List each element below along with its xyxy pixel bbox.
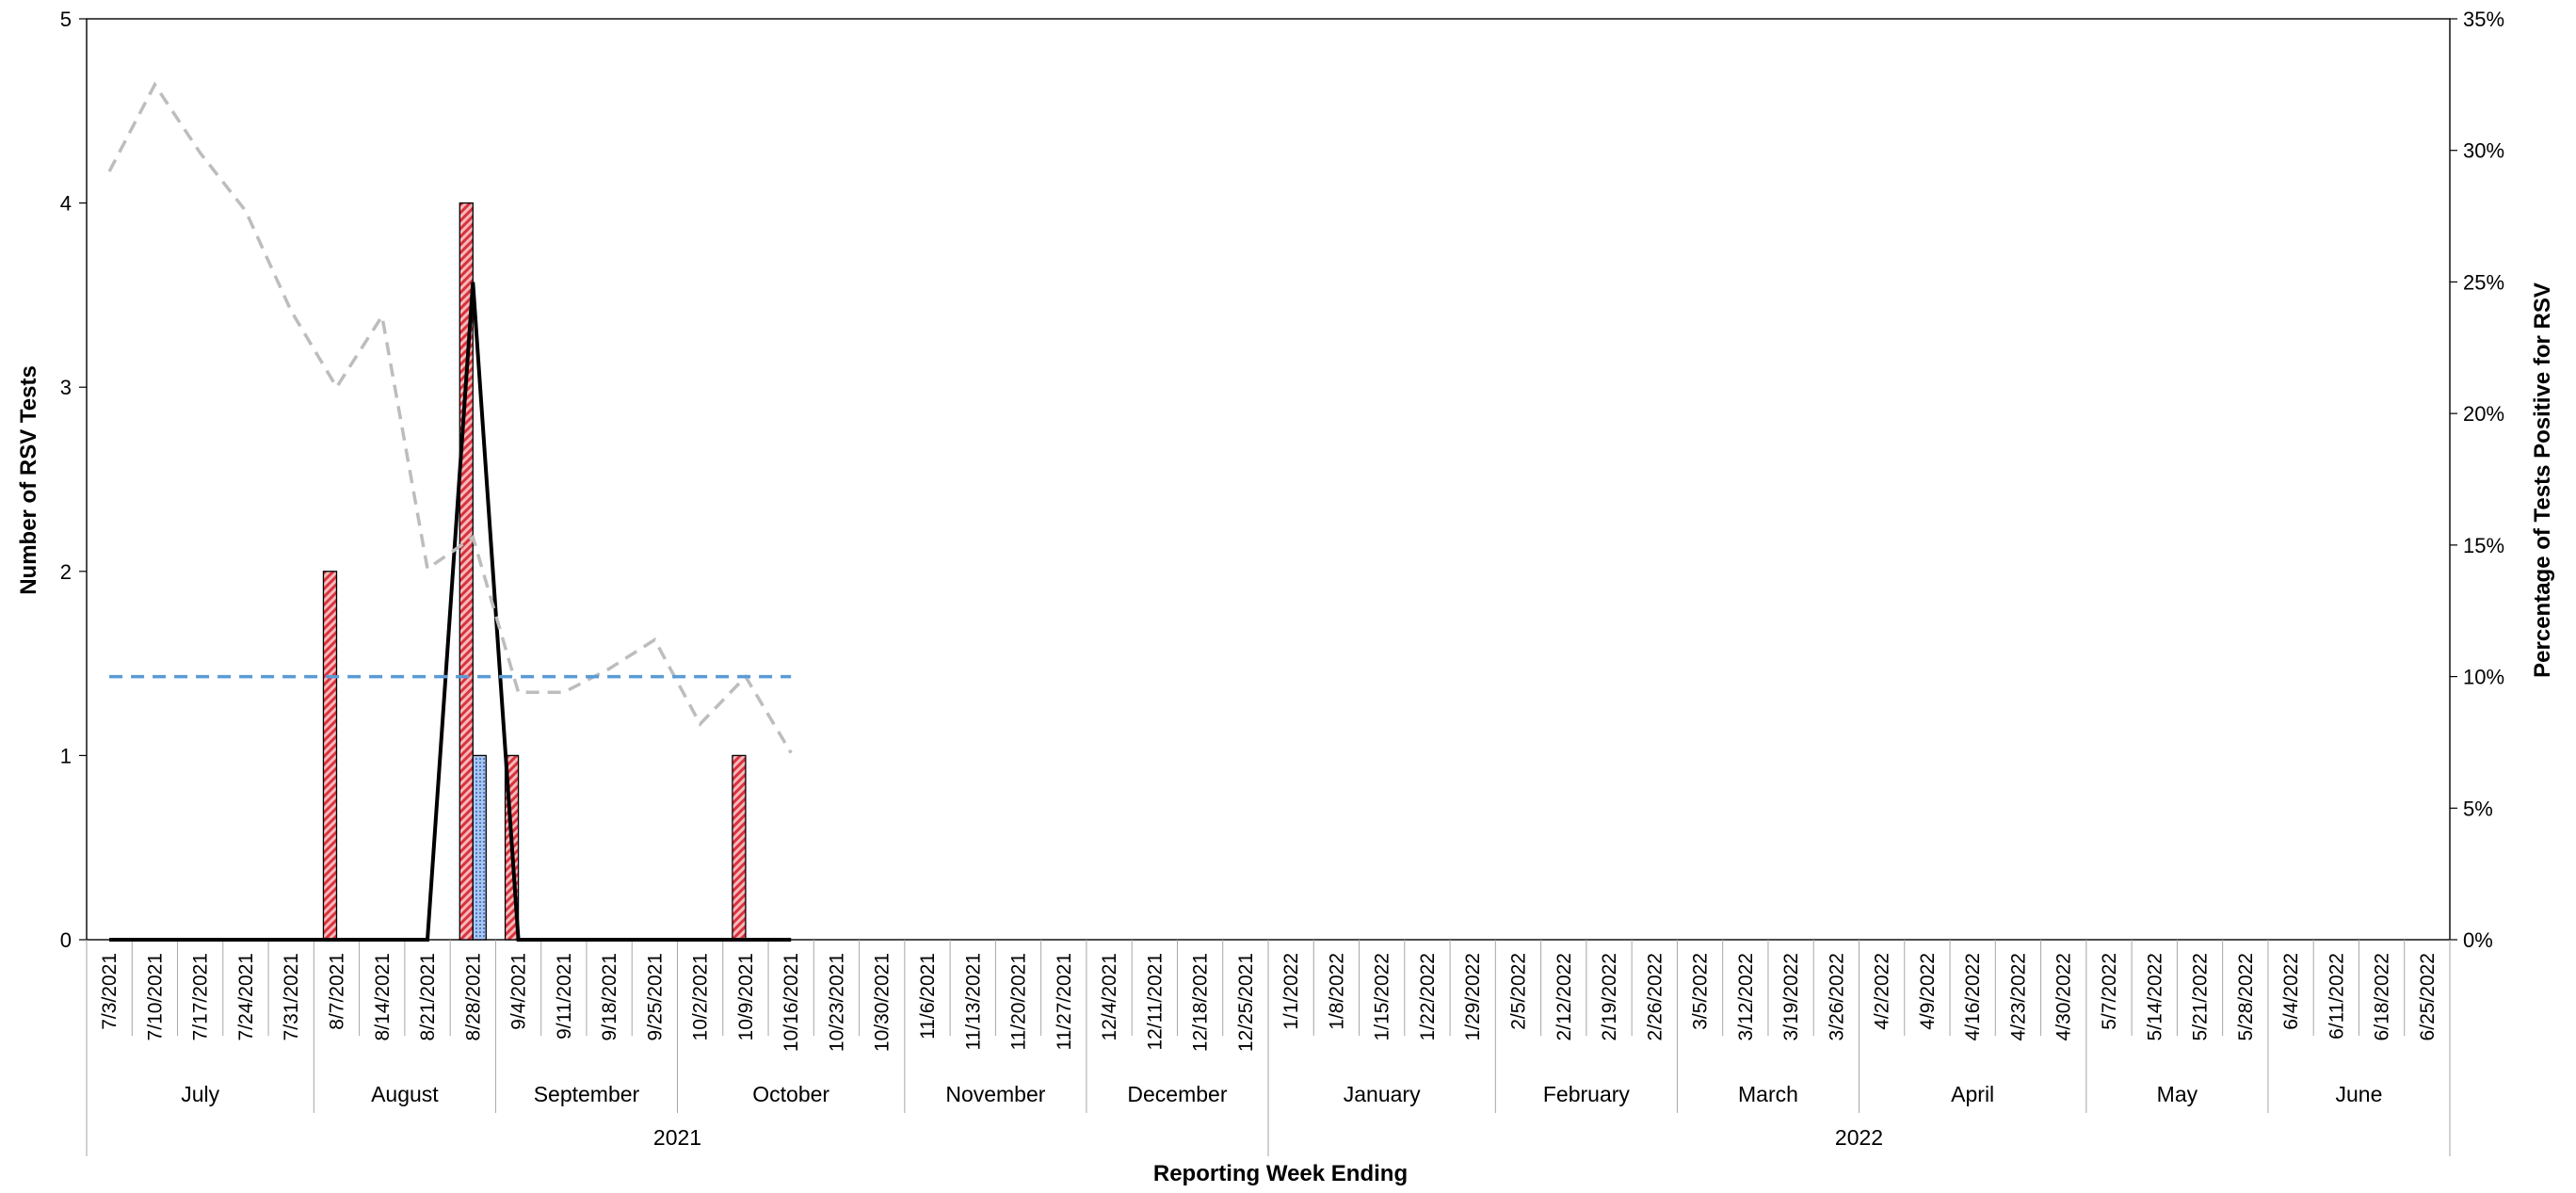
y2-tick-label: 25% [2463,270,2504,294]
x-tick-label: 5/7/2022 [2099,953,2120,1030]
x-tick-label: 11/27/2021 [1054,953,1075,1051]
plot-area-border [86,18,2451,941]
month-label: December [1127,1082,1227,1106]
y-tick-label: 4 [60,192,72,216]
y2-tick-label: 15% [2463,534,2504,557]
x-tick-label: 8/28/2021 [462,953,484,1040]
y2-axis-title: Percentage of Tests Positive for RSV [2530,282,2555,678]
x-tick-label: 7/31/2021 [281,953,302,1040]
x-tick-label: 4/23/2022 [2007,953,2029,1040]
x-tick-label: 7/17/2021 [190,953,212,1040]
y2-tick-label: 10% [2463,666,2504,689]
month-label: September [534,1082,640,1106]
x-tick-label: 10/23/2021 [826,953,847,1052]
x-tick-label: 10/9/2021 [735,953,757,1040]
x-tick-label: 11/13/2021 [962,953,984,1051]
x-tick-label: 8/21/2021 [417,953,439,1040]
x-tick-label: 1/1/2022 [1280,953,1302,1030]
x-tick-label: 5/28/2022 [2235,953,2257,1040]
bar [322,571,338,941]
y-tick-label: 3 [60,376,72,399]
month-label: November [945,1082,1045,1106]
x-tick-label: 8/7/2021 [326,953,347,1030]
x-tick-label: 4/16/2022 [1962,953,1984,1040]
x-tick-label: 4/9/2022 [1917,953,1939,1030]
y2-tick-label: 35% [2463,8,2504,31]
x-tick-label: 2/19/2022 [1599,953,1620,1040]
x-tick-label: 11/20/2021 [1008,953,1030,1051]
x-tick-label: 12/18/2021 [1190,953,1212,1052]
x-tick-label: 10/2/2021 [690,953,712,1040]
x-tick-label: 7/3/2021 [99,953,121,1030]
month-label: August [371,1082,439,1106]
year-label: 2021 [653,1125,701,1150]
solid-line-series [109,282,792,942]
y2-tick-label: 20% [2463,402,2504,426]
month-label: June [2336,1082,2383,1106]
x-tick-label: 7/24/2021 [235,953,257,1040]
x-tick-label: 6/25/2022 [2417,953,2439,1040]
x-tick-label: 1/22/2022 [1417,953,1439,1040]
x-tick-label: 2/12/2022 [1554,953,1575,1040]
month-label: May [2157,1082,2198,1106]
bar [459,202,474,941]
y-tick-label: 1 [60,744,72,767]
y-tick-label: 2 [60,560,72,584]
x-tick-label: 3/26/2022 [1826,953,1847,1040]
x-tick-label: 1/29/2022 [1462,953,1484,1040]
x-tick-label: 3/19/2022 [1780,953,1802,1040]
x-tick-label: 3/12/2022 [1735,953,1757,1040]
y2-tick-label: 30% [2463,139,2504,163]
y-axis-title: Number of RSV Tests [16,365,41,595]
x-tick-label: 4/2/2022 [1872,953,1893,1030]
y-tick-label: 5 [60,8,72,31]
x-tick-label: 12/4/2021 [1099,953,1120,1040]
x-tick-label: 9/11/2021 [554,953,575,1040]
x-tick-label: 7/10/2021 [144,953,166,1040]
year-label: 2022 [1835,1125,1883,1150]
x-tick-label: 4/30/2022 [2053,953,2075,1040]
x-tick-label: 11/6/2021 [917,953,939,1040]
x-tick-label: 9/25/2021 [644,953,666,1040]
month-label: January [1344,1082,1421,1106]
x-tick-label: 9/18/2021 [599,953,620,1040]
x-tick-label: 1/8/2022 [1326,953,1347,1030]
x-tick-label: 2/26/2022 [1644,953,1666,1040]
x-tick-label: 6/18/2022 [2372,953,2393,1040]
x-tick-label: 5/14/2022 [2144,953,2165,1040]
y2-tick-label: 0% [2463,928,2493,952]
x-tick-label: 12/11/2021 [1144,953,1166,1051]
x-tick-label: 5/21/2022 [2190,953,2212,1040]
month-label: March [1738,1082,1798,1106]
x-tick-label: 10/16/2021 [781,953,802,1052]
y2-tick-label: 5% [2463,797,2493,820]
x-tick-label: 10/30/2021 [872,953,894,1052]
month-label: April [1951,1082,1994,1106]
bar [732,754,747,941]
bar [472,754,487,941]
month-label: February [1543,1082,1631,1106]
x-tick-label: 2/5/2022 [1507,953,1529,1030]
x-tick-label: 12/25/2021 [1235,953,1257,1052]
y-tick-label: 0 [60,928,72,952]
x-tick-label: 9/4/2021 [508,953,530,1030]
x-tick-label: 3/5/2022 [1690,953,1712,1030]
month-label: October [752,1082,829,1106]
x-tick-label: 1/15/2022 [1372,953,1393,1040]
dashed-line-series [107,81,793,754]
x-tick-label: 6/11/2022 [2326,953,2347,1040]
month-label: July [181,1082,219,1106]
x-tick-label: 6/4/2022 [2280,953,2302,1030]
x-tick-label: 8/14/2021 [372,953,394,1040]
x-axis-title: Reporting Week Ending [1153,1161,1408,1186]
